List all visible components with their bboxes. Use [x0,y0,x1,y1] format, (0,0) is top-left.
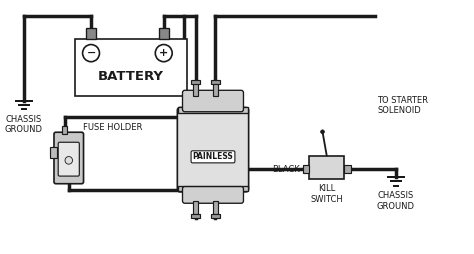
Text: TO STARTER
SOLENOID: TO STARTER SOLENOID [377,96,428,115]
Bar [191,80,200,84]
Bar [159,28,169,39]
Text: −: − [86,48,96,58]
Bar [74,39,187,96]
Bar [344,165,351,173]
Text: PAINLESS: PAINLESS [192,152,233,161]
FancyBboxPatch shape [182,187,244,203]
FancyBboxPatch shape [182,90,244,112]
FancyBboxPatch shape [58,142,79,176]
FancyBboxPatch shape [177,107,249,192]
Bar [309,156,344,179]
Circle shape [65,156,73,164]
Text: CHASSIS
GROUND: CHASSIS GROUND [5,115,43,134]
Text: CHASSIS
GROUND: CHASSIS GROUND [377,191,415,211]
Circle shape [320,130,324,134]
Bar [211,214,219,218]
Bar [191,214,200,218]
Text: FUSE HOLDER: FUSE HOLDER [83,123,142,132]
Bar [62,125,67,134]
Bar [86,28,96,39]
Bar [193,201,199,214]
Text: BLACK: BLACK [272,165,300,174]
Text: +: + [159,48,168,58]
Circle shape [82,44,100,62]
Bar [212,201,218,214]
Bar [212,83,218,96]
Text: BATTERY: BATTERY [98,70,164,83]
FancyBboxPatch shape [54,132,83,184]
Bar [302,165,309,173]
Circle shape [155,44,172,62]
Bar [211,80,219,84]
Bar [193,83,199,96]
Bar [178,107,248,113]
Bar [178,186,248,191]
Text: KILL
SWITCH: KILL SWITCH [310,184,343,204]
Bar [50,148,57,158]
